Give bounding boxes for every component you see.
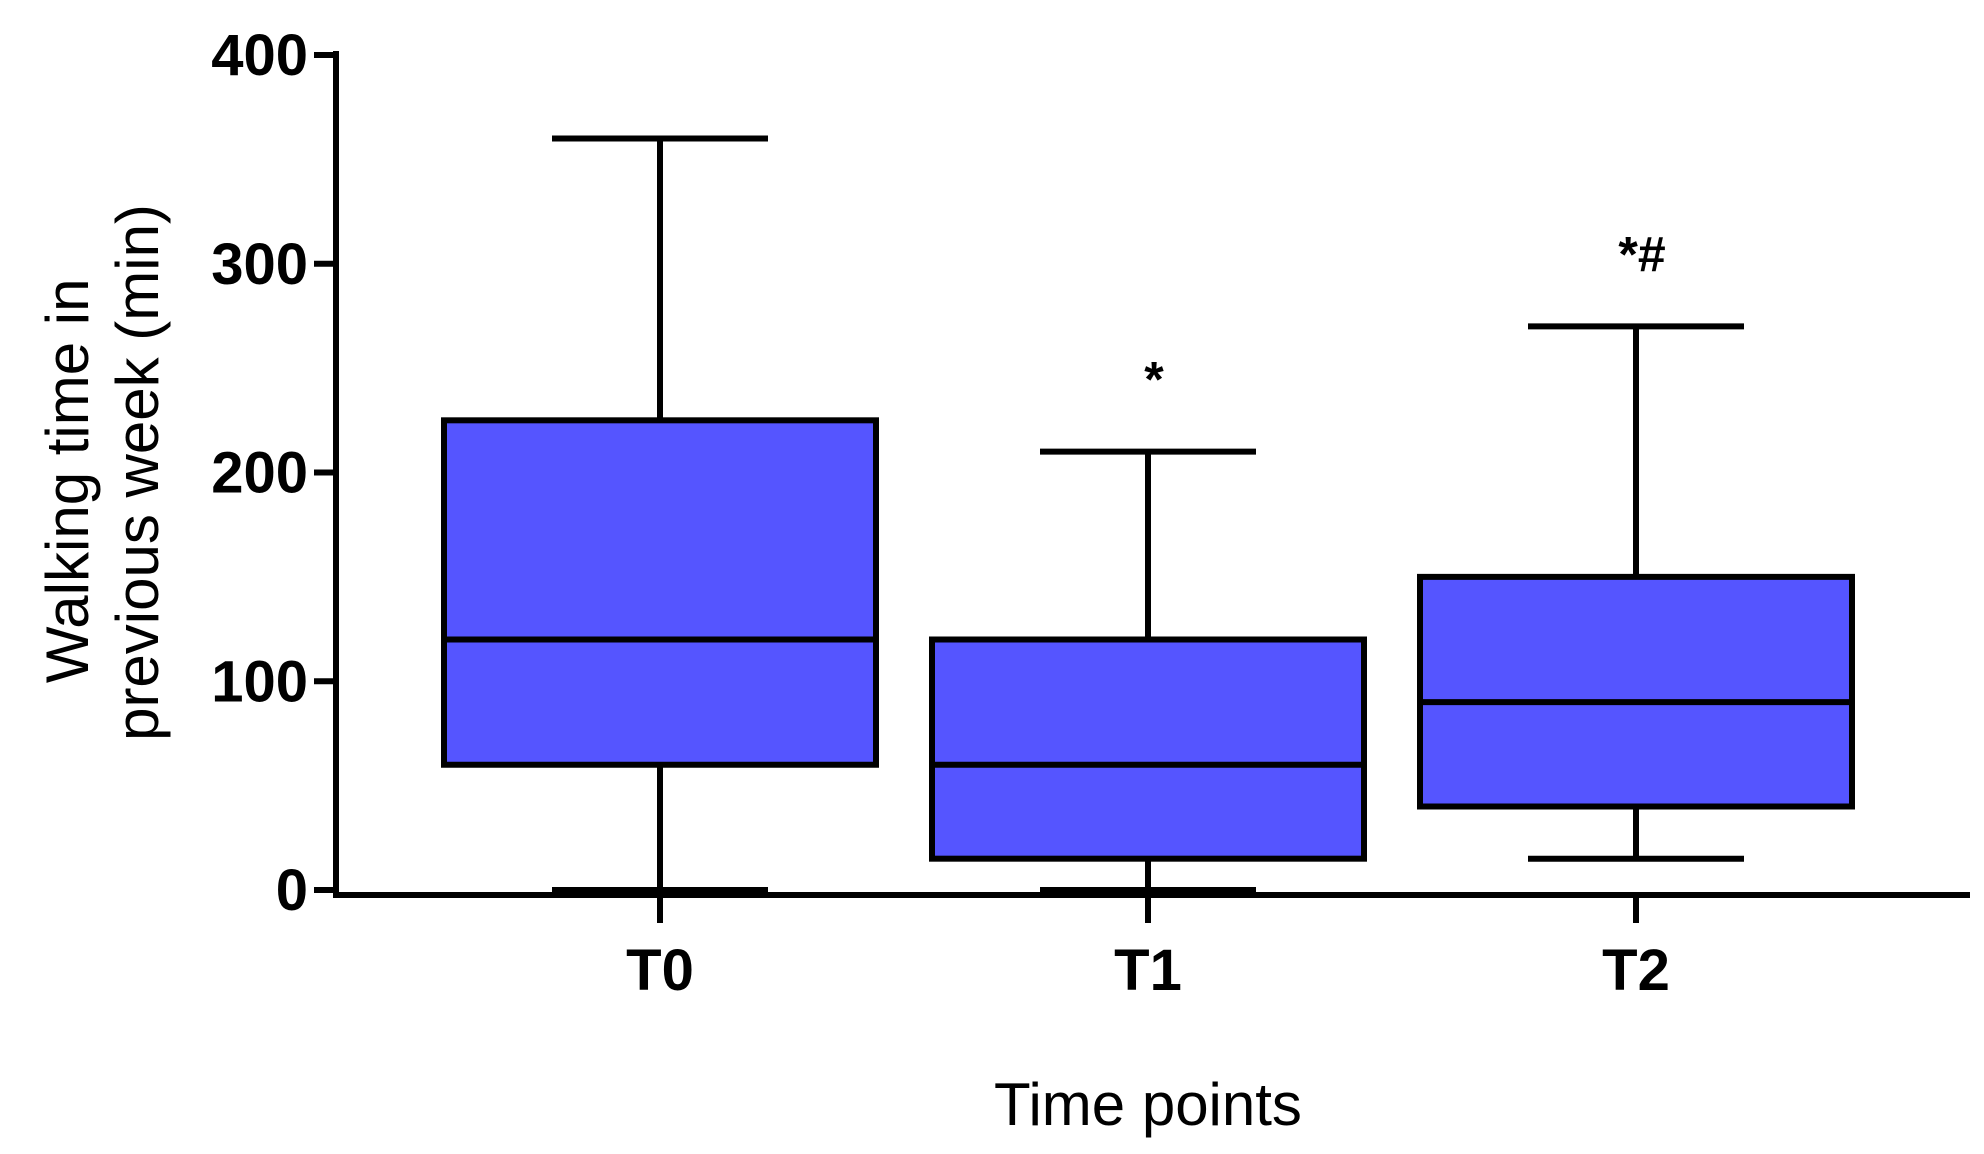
y-ticks: 0 100 200 300 400 bbox=[211, 23, 336, 923]
box-t1: * bbox=[929, 352, 1367, 893]
y-tick-label: 300 bbox=[211, 232, 308, 297]
iqr-box bbox=[441, 417, 879, 768]
x-axis-title: Time points bbox=[994, 1071, 1302, 1138]
y-tick-label: 200 bbox=[211, 441, 308, 506]
iqr-box bbox=[929, 636, 1367, 862]
y-tick-label: 400 bbox=[211, 23, 308, 88]
x-tick-label: T2 bbox=[1602, 938, 1670, 1003]
y-axis-title-line-2: previous week (min) bbox=[104, 204, 171, 741]
significance-annotation: * bbox=[1144, 352, 1164, 408]
x-tick-label: T0 bbox=[626, 938, 694, 1003]
box-t0 bbox=[441, 135, 879, 893]
y-axis-title: Walking time in previous week (min) bbox=[34, 204, 171, 741]
y-tick-label: 100 bbox=[211, 649, 308, 714]
iqr-box bbox=[1417, 573, 1855, 810]
y-tick-label: 0 bbox=[276, 858, 308, 923]
significance-annotation: *# bbox=[1618, 226, 1665, 282]
boxes-layer: * *# bbox=[441, 135, 1855, 893]
x-tick-label: T1 bbox=[1114, 938, 1182, 1003]
box-t2: *# bbox=[1417, 226, 1855, 862]
y-axis-title-line-1: Walking time in bbox=[34, 279, 101, 684]
x-ticks: T0 T1 T2 bbox=[626, 895, 1670, 1003]
